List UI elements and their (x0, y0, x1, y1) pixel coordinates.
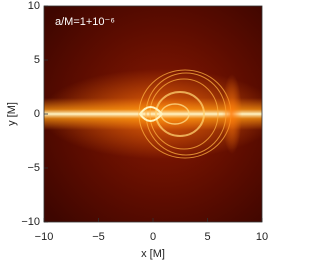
x-tick-label: −10 (35, 231, 54, 243)
x-tick-label: −5 (92, 231, 105, 243)
y-tick-label: −5 (27, 162, 40, 174)
y-tick-label: 0 (34, 108, 40, 120)
x-tick-label: 5 (204, 231, 210, 243)
annotation: a/M=1+10⁻⁶ (55, 16, 115, 28)
y-tick-label: −10 (21, 216, 40, 228)
y-tick-label: 5 (34, 54, 40, 66)
image (44, 6, 262, 222)
y-tick-label: 10 (28, 0, 40, 12)
x-axis-label: x [M] (141, 248, 165, 260)
x-tick-label: 0 (150, 231, 156, 243)
x-tick-label: 10 (256, 231, 268, 243)
y-axis-label: y [M] (6, 102, 18, 126)
chart: a/M=1+10⁻⁶ x [M] y [M] −10 −5 0 5 10 −10 −5 0 5 1… (6, 0, 268, 260)
